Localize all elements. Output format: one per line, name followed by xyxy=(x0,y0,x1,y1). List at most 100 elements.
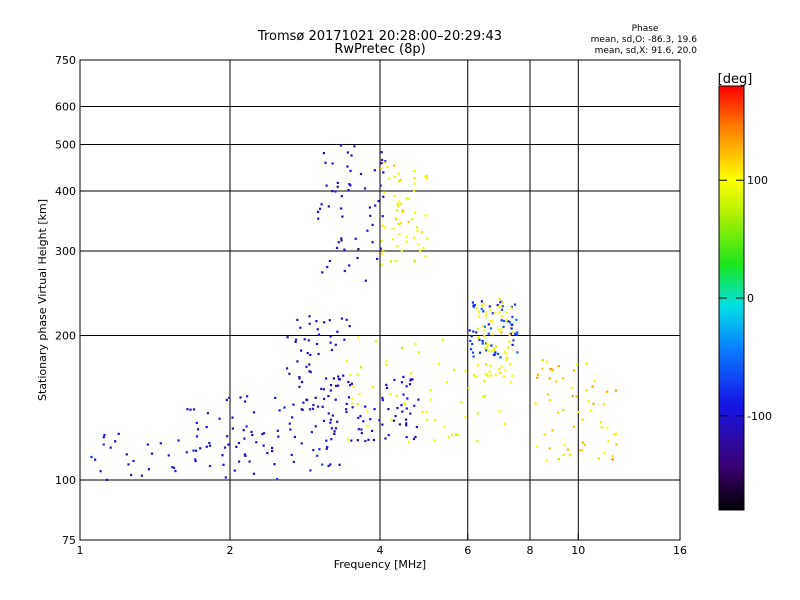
data-point xyxy=(109,446,112,449)
data-point xyxy=(261,432,264,436)
data-point xyxy=(335,384,338,387)
data-point xyxy=(321,271,324,274)
colorbar-tick-label: 100 xyxy=(747,174,768,187)
data-point xyxy=(562,408,565,412)
data-point xyxy=(239,396,242,399)
data-point xyxy=(332,377,335,380)
data-point xyxy=(205,425,208,429)
data-point xyxy=(499,356,502,359)
data-point xyxy=(455,433,458,436)
gridlines xyxy=(80,60,680,540)
data-point xyxy=(392,419,395,422)
data-point xyxy=(433,439,436,442)
data-point xyxy=(292,460,295,463)
data-point xyxy=(546,393,549,396)
data-point xyxy=(322,152,325,155)
data-point xyxy=(329,418,332,421)
data-point xyxy=(393,194,396,197)
data-point xyxy=(486,342,489,345)
data-point xyxy=(90,455,93,459)
data-point xyxy=(443,425,446,428)
data-point xyxy=(231,427,234,430)
data-point xyxy=(302,401,305,404)
data-point xyxy=(351,402,354,405)
data-point xyxy=(379,184,382,187)
x-axis-ticks: 1 2 4 6 8 10 16 xyxy=(77,534,687,557)
data-point xyxy=(271,450,274,453)
data-point xyxy=(516,351,519,354)
data-point xyxy=(320,387,323,390)
data-point xyxy=(398,233,401,236)
data-point xyxy=(505,358,508,361)
data-point xyxy=(614,432,617,435)
data-point xyxy=(437,362,440,365)
data-point xyxy=(470,335,473,338)
data-point xyxy=(591,385,594,388)
data-point xyxy=(327,205,330,208)
data-point xyxy=(515,318,518,321)
data-point xyxy=(347,189,350,192)
data-point xyxy=(298,377,301,380)
data-point xyxy=(378,419,381,422)
data-point xyxy=(390,418,393,421)
data-point xyxy=(445,381,448,384)
data-point xyxy=(343,269,346,273)
data-point xyxy=(503,422,506,425)
data-point xyxy=(497,305,501,308)
data-point xyxy=(387,434,390,437)
data-point xyxy=(507,320,510,323)
data-point xyxy=(489,320,493,323)
data-point xyxy=(505,311,508,314)
data-point xyxy=(295,338,298,341)
data-point xyxy=(557,458,560,461)
data-point xyxy=(194,458,197,461)
data-point xyxy=(276,477,279,481)
data-point xyxy=(317,352,320,356)
data-point xyxy=(336,185,339,188)
y-tick-label: 200 xyxy=(55,330,76,343)
data-point xyxy=(481,325,484,328)
data-point xyxy=(307,339,310,342)
data-point xyxy=(413,189,416,192)
y-tick-label: 500 xyxy=(55,139,76,152)
data-point xyxy=(394,259,397,263)
data-point xyxy=(398,200,401,203)
data-point xyxy=(502,325,505,328)
data-point xyxy=(325,184,328,187)
data-point xyxy=(476,337,480,340)
data-point xyxy=(196,435,199,438)
data-point xyxy=(460,401,463,404)
data-point xyxy=(227,443,230,446)
data-point xyxy=(513,303,517,306)
colorbar-tick-label: -100 xyxy=(747,410,772,423)
data-point xyxy=(516,331,519,334)
data-point xyxy=(481,339,484,343)
data-point xyxy=(476,327,479,330)
data-point xyxy=(336,330,339,333)
data-point xyxy=(343,338,346,341)
data-point xyxy=(308,322,311,325)
data-point xyxy=(393,175,396,179)
data-point xyxy=(490,344,493,347)
data-point xyxy=(506,356,509,359)
data-point xyxy=(464,369,467,373)
data-point xyxy=(380,151,383,154)
data-point xyxy=(511,343,514,346)
x-tick-label: 16 xyxy=(673,544,687,557)
data-point xyxy=(506,346,509,349)
data-point xyxy=(500,365,503,368)
data-point xyxy=(218,417,221,420)
data-point xyxy=(311,407,315,410)
data-point xyxy=(399,222,402,225)
data-point xyxy=(345,360,348,363)
data-point xyxy=(485,312,488,315)
data-point xyxy=(545,360,548,363)
data-point xyxy=(263,432,266,435)
data-point xyxy=(171,466,174,469)
data-point xyxy=(99,470,102,473)
data-point xyxy=(506,318,509,321)
data-point xyxy=(407,220,410,223)
data-point xyxy=(301,380,304,384)
data-point xyxy=(417,351,421,354)
colorbar-tick-label: 0 xyxy=(747,292,754,305)
